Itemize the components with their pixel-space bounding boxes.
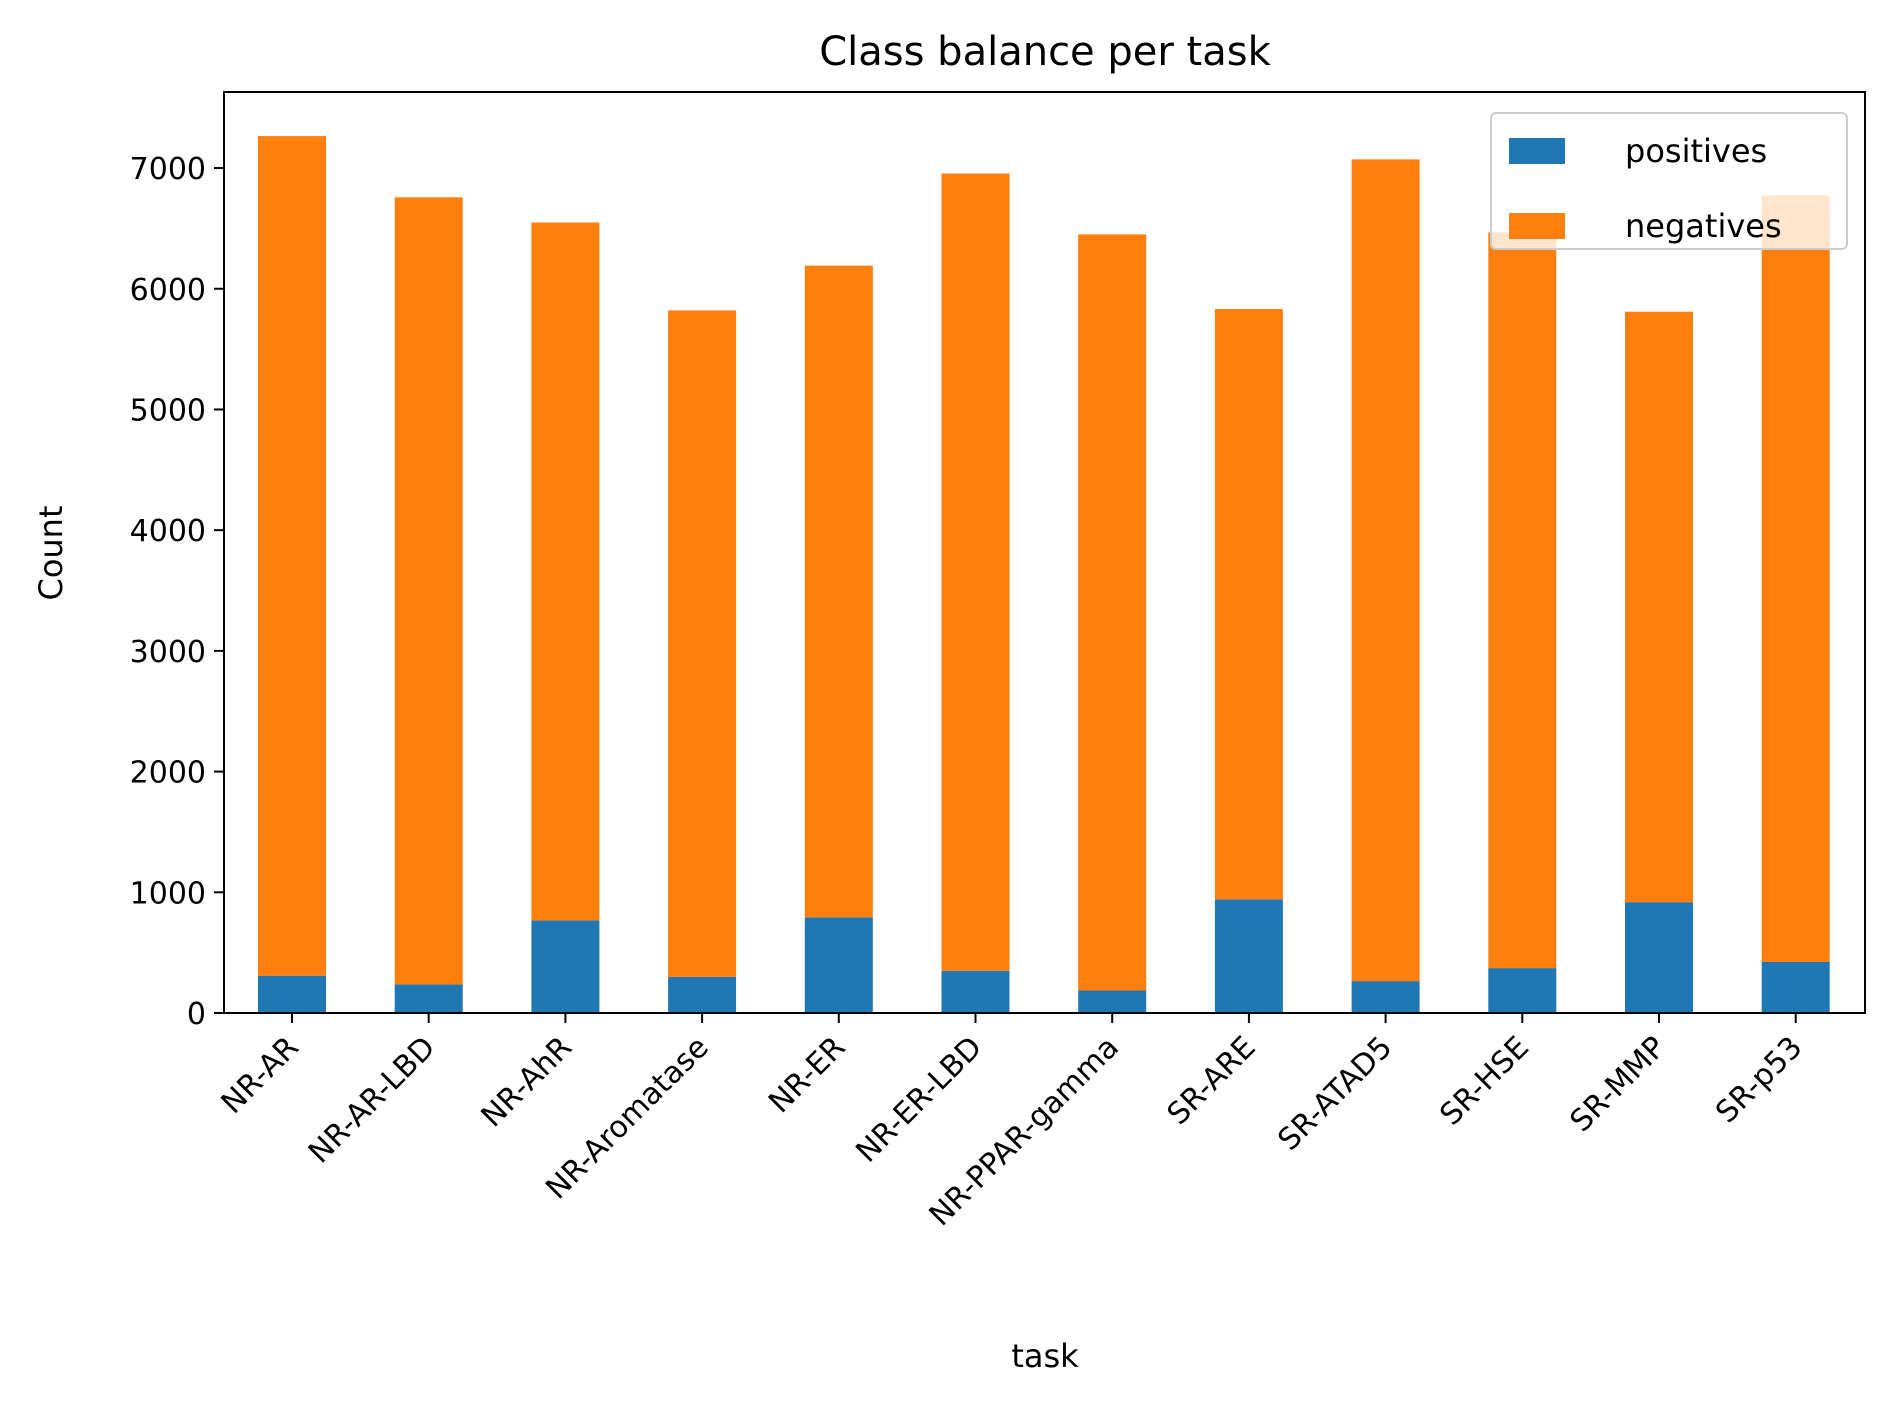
x-tick-label-2: NR-AhR: [475, 1030, 579, 1134]
bar-negatives-10: [1625, 311, 1693, 903]
bar-positives-9: [1488, 968, 1557, 1013]
x-tick-label-8: SR-ATAD5: [1271, 1030, 1399, 1158]
bar-positives-1: [394, 984, 463, 1013]
y-tick-label-4: 4000: [130, 514, 206, 549]
plot-frame: [223, 91, 1866, 1014]
x-axis-label: task: [1011, 1337, 1079, 1375]
y-axis-label: Count: [32, 505, 70, 600]
legend-swatch-negatives: [1509, 213, 1565, 239]
y-tick-label-3: 3000: [130, 635, 206, 670]
bar-negatives-8: [1351, 159, 1420, 982]
bar-positives-4: [804, 917, 873, 1013]
legend: positives negatives: [1490, 112, 1848, 250]
x-tick-label-0: NR-AR: [215, 1030, 306, 1121]
x-tick-label-9: SR-HSE: [1433, 1030, 1536, 1133]
y-tick-label-0: 0: [187, 997, 206, 1032]
y-tick-label-6: 6000: [130, 273, 206, 308]
bar-negatives-9: [1488, 232, 1557, 969]
y-tick-label-1: 1000: [130, 876, 206, 911]
legend-box: [1490, 112, 1848, 250]
bars-group: [258, 136, 1830, 1013]
bar-negatives-11: [1761, 195, 1830, 962]
bar-negatives-7: [1214, 309, 1283, 900]
x-tick-label-1: NR-AR-LBD: [302, 1030, 442, 1170]
bar-positives-6: [1078, 990, 1147, 1013]
x-tick-label-7: SR-ARE: [1161, 1030, 1263, 1132]
bar-negatives-5: [941, 173, 1010, 971]
bar-negatives-6: [1078, 234, 1147, 991]
bar-negatives-2: [531, 222, 600, 921]
bar-positives-10: [1625, 902, 1693, 1013]
bar-negatives-1: [394, 197, 463, 985]
bar-positives-11: [1761, 961, 1830, 1013]
x-tick-label-5: NR-ER-LBD: [849, 1030, 989, 1170]
y-tick-label-5: 5000: [130, 393, 206, 428]
bar-positives-2: [531, 920, 600, 1013]
bar-positives-5: [941, 970, 1010, 1013]
bar-negatives-3: [668, 310, 737, 977]
x-tick-label-11: SR-p53: [1709, 1030, 1809, 1130]
y-axis: 0 1000 2000 3000 4000 5000 6000 7000: [130, 152, 224, 1032]
bar-negatives-4: [804, 265, 873, 918]
x-tick-label-10: SR-MMP: [1564, 1030, 1673, 1139]
bar-positives-3: [668, 976, 737, 1013]
bar-negatives-0: [258, 136, 326, 976]
x-tick-label-4: NR-ER: [762, 1030, 852, 1120]
bar-positives-0: [258, 975, 326, 1013]
legend-label-negatives: negatives: [1625, 207, 1782, 245]
bar-positives-7: [1214, 899, 1283, 1013]
y-tick-label-2: 2000: [130, 756, 206, 791]
bar-positives-8: [1351, 981, 1420, 1013]
legend-label-positives: positives: [1625, 132, 1767, 170]
legend-swatch-positives: [1509, 138, 1565, 164]
y-tick-label-7: 7000: [130, 152, 206, 187]
chart-title: Class balance per task: [819, 29, 1271, 75]
